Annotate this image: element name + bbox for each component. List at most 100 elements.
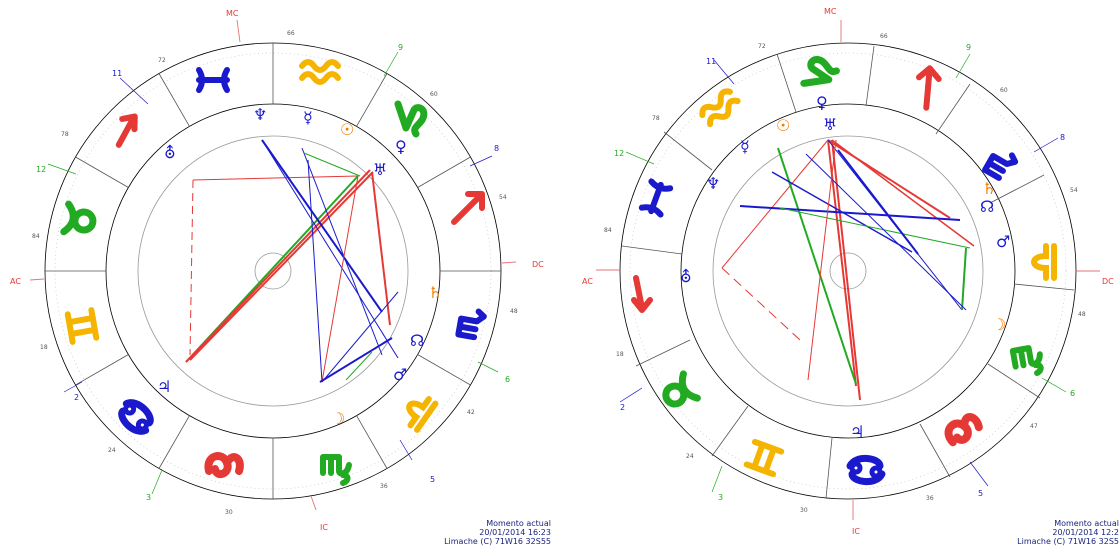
footer-datetime: 20/01/2014 16:23	[479, 528, 551, 537]
node-icon: ☊	[410, 331, 424, 350]
house-cusps	[47, 51, 499, 495]
taurus-icon	[64, 204, 95, 236]
house-3-label: 3	[146, 493, 151, 502]
degree-label: 42	[467, 409, 475, 416]
house-3-label: 3	[718, 493, 723, 502]
degree-label: 36	[380, 483, 388, 490]
footer-location: Limache (C) 71W16 32S5	[1017, 537, 1119, 546]
degree-label: 72	[758, 43, 766, 50]
degree-label: 48	[1078, 311, 1086, 318]
sign-ring	[680, 103, 1016, 439]
mars-icon: ♂	[996, 232, 1010, 251]
mercury-icon: ☿	[740, 137, 750, 156]
sign-dividers	[45, 43, 501, 499]
venus-icon: ♀	[395, 137, 407, 156]
degree-label: 84	[604, 227, 612, 234]
degree-label: 30	[225, 509, 233, 516]
jupiter-icon: ♃	[157, 377, 171, 396]
scorpio-icon	[458, 309, 484, 338]
ic-label: IC	[320, 523, 328, 532]
cancer-icon	[116, 398, 155, 436]
virgo-icon	[323, 457, 349, 483]
mercury-icon: ☿	[303, 108, 313, 127]
cancer-icon	[850, 458, 882, 481]
house-12-label: 12	[614, 149, 624, 158]
mars-icon: ♂	[393, 365, 407, 384]
degree-label: 60	[1000, 87, 1008, 94]
degree-label: 84	[32, 233, 40, 240]
chart-1-footer: Momento actual 20/01/2014 16:23 Limache …	[444, 519, 551, 546]
ic-label: IC	[852, 527, 860, 536]
pluto-icon: ♅	[373, 160, 387, 179]
mc-label: MC	[226, 9, 239, 18]
house-2-label: 2	[74, 393, 79, 402]
dc-label: DC	[532, 260, 544, 269]
angle-axes	[596, 20, 1100, 520]
aspect-lines	[185, 139, 399, 383]
libra-icon	[1034, 246, 1054, 278]
neptune-icon: ♆	[253, 105, 267, 124]
center-circle	[254, 252, 292, 290]
moon-icon: ☽	[992, 315, 1006, 334]
planet-glyphs: ♆ ☿ ☉ ♀ ♅ ⛢ ♄ ☊ ♂ ☽ ♃	[157, 105, 442, 428]
degree-label: 24	[108, 447, 116, 454]
degree-label: 30	[800, 507, 808, 514]
taurus-icon	[660, 374, 697, 412]
house-8-label: 8	[1060, 133, 1065, 142]
scorpio-icon	[985, 147, 1017, 181]
sun-icon: ☉	[340, 120, 354, 139]
house-12-label: 12	[36, 165, 46, 174]
gemini-icon	[747, 442, 782, 474]
degree-label: 66	[287, 30, 295, 37]
degree-label: 78	[652, 115, 660, 122]
degree-label: 47	[1030, 423, 1038, 430]
venus-icon: ♀	[816, 93, 828, 112]
saturn-icon: ♄	[982, 179, 996, 198]
degree-label: 54	[499, 194, 507, 201]
house-2-label: 2	[620, 403, 625, 412]
aspect-ring	[137, 135, 409, 407]
degree-label: 78	[61, 131, 69, 138]
uranus-icon: ⛢	[164, 143, 176, 162]
gemini-icon	[68, 310, 96, 342]
degree-label: 36	[926, 495, 934, 502]
sagittarius-icon	[908, 68, 947, 107]
saturn-icon: ♄	[428, 283, 442, 302]
house-cusps	[619, 53, 1067, 493]
moon-icon: ☽	[331, 409, 345, 428]
tick-ring	[629, 52, 1067, 490]
house-5-label: 5	[978, 489, 983, 498]
aspect-lines	[721, 139, 975, 401]
degree-label: 60	[430, 91, 438, 98]
degree-label: 66	[880, 33, 888, 40]
degree-label: 18	[40, 344, 48, 351]
capricorn-icon	[398, 104, 424, 134]
degree-label: 48	[510, 308, 518, 315]
ac-label: AC	[10, 277, 21, 286]
house-8-label: 8	[494, 144, 499, 153]
node-icon: ☊	[980, 197, 994, 216]
house-11-label: 11	[706, 57, 716, 66]
footer-location: Limache (C) 71W16 32S55	[444, 537, 551, 546]
dc-label: DC	[1102, 277, 1114, 286]
pluto-icon: ♅	[823, 115, 837, 134]
footer-title: Momento actual	[486, 519, 551, 528]
pisces-icon	[642, 181, 670, 214]
house-6-label: 6	[1070, 389, 1075, 398]
house-numbers: 11 12 2 3 5 6 8 9	[614, 43, 1075, 502]
house-11-label: 11	[112, 69, 122, 78]
degree-label: 72	[158, 57, 166, 64]
degree-label: 54	[1070, 187, 1078, 194]
degree-numbers: 66 72 78 84 18 24 30 36 42 48 54 60	[32, 30, 518, 516]
chart-2: MC AC DC IC 11 12 2 3 5 6 8 9 66 72 78 8…	[582, 7, 1114, 536]
leo-icon	[208, 456, 239, 474]
pisces-icon	[199, 70, 227, 90]
aries-icon	[634, 278, 650, 310]
sagittarius-icon	[454, 194, 482, 222]
angle-axes	[29, 19, 517, 511]
ac-label: AC	[582, 277, 593, 286]
footer-title: Momento actual	[1054, 519, 1119, 528]
sun-icon: ☉	[776, 116, 790, 135]
capricorn-icon	[804, 58, 838, 89]
house-numbers: 11 12 2 3 5 6 8 9	[36, 43, 510, 502]
